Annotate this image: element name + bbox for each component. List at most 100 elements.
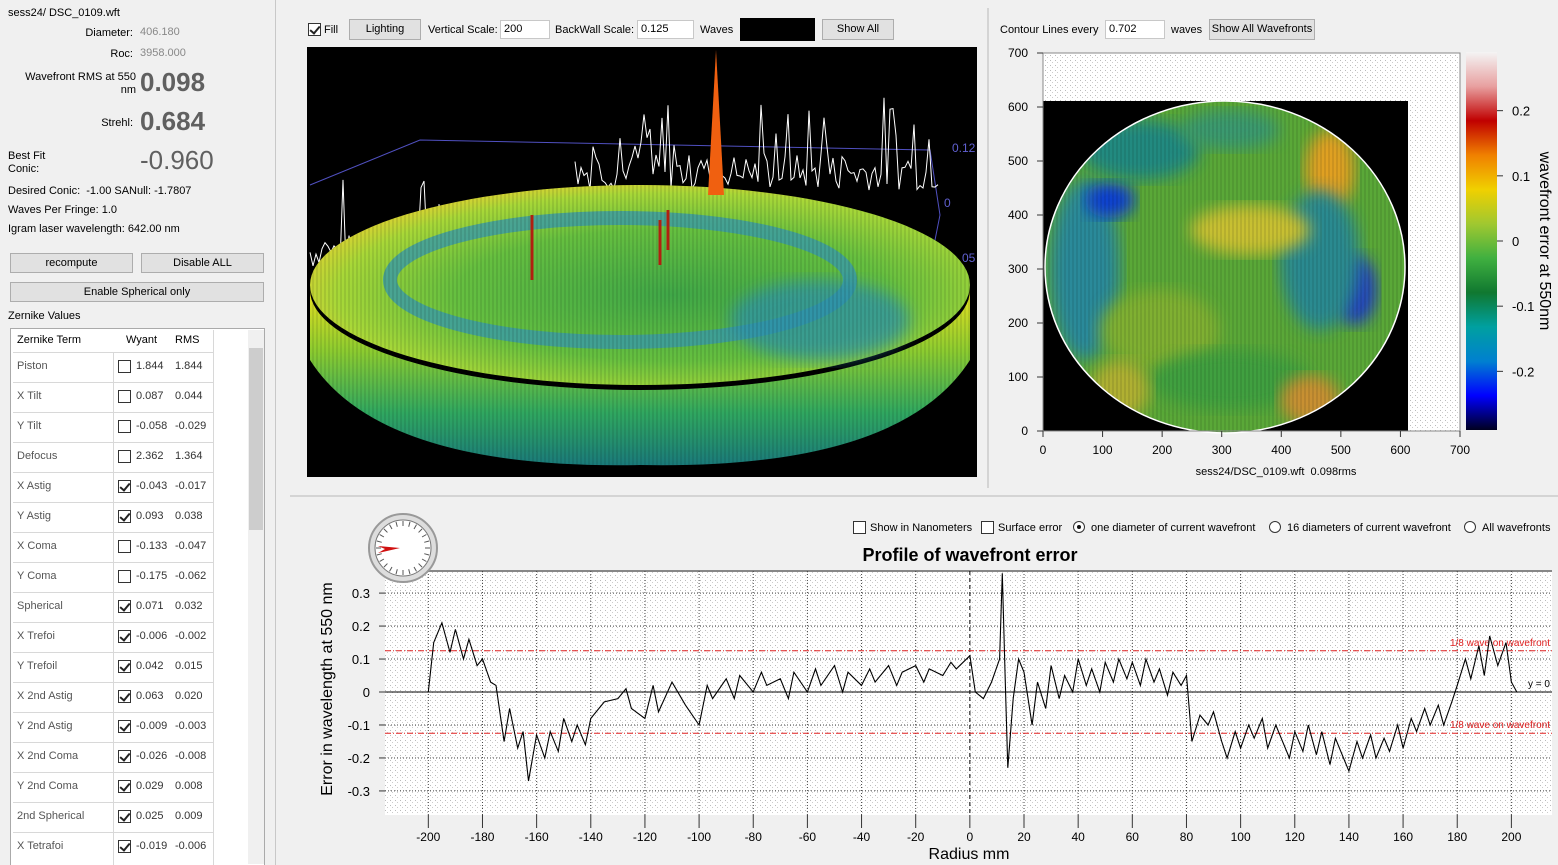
- x-tick-label: -60: [799, 830, 817, 844]
- x-tick-label: -140: [579, 830, 603, 844]
- wyant-cell: -0.133: [136, 540, 168, 552]
- panel-border: [275, 0, 276, 865]
- wyant-cell: 1.844: [136, 360, 164, 372]
- checkbox[interactable]: [118, 780, 131, 793]
- table-header: Wyant: [126, 334, 158, 346]
- backwall-trace: [574, 97, 939, 191]
- checkbox[interactable]: [118, 810, 131, 823]
- y-tick-label: -0.2: [348, 751, 370, 766]
- checkbox[interactable]: [118, 720, 131, 733]
- term-cell: Piston: [17, 360, 48, 372]
- label: Igram laser wavelength: 642.00 nm: [8, 223, 180, 235]
- y-tick-label: -0.3: [348, 784, 370, 799]
- x-tick-label: 100: [1093, 443, 1113, 457]
- y-tick-label: 0: [1021, 424, 1028, 438]
- reference-label: 1/8 wave on wavefront: [1450, 638, 1550, 649]
- compass-tick: [395, 521, 398, 527]
- x-tick-label: 120: [1285, 830, 1305, 844]
- wyant-cell: -0.006: [136, 630, 168, 642]
- axis-label: 0.12: [952, 141, 976, 155]
- color-swatch[interactable]: [740, 18, 815, 41]
- checkbox[interactable]: [981, 521, 994, 534]
- checkbox[interactable]: [118, 570, 131, 583]
- checkbox[interactable]: [118, 450, 131, 463]
- checkbox[interactable]: [118, 360, 131, 373]
- label: Vertical Scale:: [428, 24, 498, 36]
- button[interactable]: Disable ALL: [141, 253, 264, 273]
- label: waves: [1171, 24, 1203, 36]
- spinbox[interactable]: 200: [500, 20, 550, 39]
- checkbox[interactable]: [118, 540, 131, 553]
- spinbox[interactable]: 0.702: [1105, 20, 1165, 39]
- x-tick-label: -120: [633, 830, 657, 844]
- checkbox[interactable]: [118, 630, 131, 643]
- x-tick-label: 0: [1040, 443, 1047, 457]
- label: Desired Conic: -1.00 SANull: -1.7807: [8, 185, 192, 197]
- rms-cell: 0.008: [175, 780, 203, 792]
- checkbox[interactable]: [118, 420, 131, 433]
- splitter: [290, 495, 1558, 497]
- wyant-cell: 0.029: [136, 780, 164, 792]
- checkbox[interactable]: [118, 660, 131, 673]
- scroll-thumb[interactable]: [249, 348, 263, 530]
- x-tick-label: 400: [1271, 443, 1291, 457]
- checkbox[interactable]: [118, 390, 131, 403]
- wyant-cell: -0.009: [136, 720, 168, 732]
- label: BackWall Scale:: [555, 24, 635, 36]
- button[interactable]: Show All Wavefronts: [1209, 19, 1315, 40]
- x-tick-label: -180: [470, 830, 494, 844]
- rms-cell: -0.008: [175, 750, 207, 762]
- term-cell: Spherical: [17, 600, 63, 612]
- x-tick-label: 500: [1331, 443, 1351, 457]
- checkbox[interactable]: [118, 750, 131, 763]
- rms-cell: 0.009: [175, 810, 203, 822]
- x-tick-label: -100: [687, 830, 711, 844]
- checkbox[interactable]: [308, 23, 321, 36]
- x-tick-label: 20: [1017, 830, 1031, 844]
- rms-cell: -0.029: [175, 420, 207, 432]
- spinbox[interactable]: 0.125: [637, 20, 694, 39]
- radio-button[interactable]: [1464, 521, 1476, 533]
- rms-cell: 0.038: [175, 510, 203, 522]
- button[interactable]: Show All: [822, 19, 894, 40]
- x-tick-label: -160: [525, 830, 549, 844]
- field: 3958.000: [140, 47, 186, 59]
- plot-bg: [385, 571, 1552, 815]
- x-tick-label: 60: [1126, 830, 1140, 844]
- button[interactable]: recompute: [10, 253, 133, 273]
- colorbar-tick-label: 0.1: [1512, 169, 1530, 184]
- checkbox[interactable]: [118, 840, 131, 853]
- chart-title: Profile of wavefront error: [862, 545, 1077, 565]
- rms-cell: -0.017: [175, 480, 207, 492]
- table-header: Zernike Term: [17, 334, 81, 346]
- checkbox[interactable]: [118, 600, 131, 613]
- x-tick-label: 40: [1071, 830, 1085, 844]
- compass-tick: [379, 534, 385, 538]
- label: one diameter of current wavefront: [1091, 522, 1256, 534]
- term-cell: X Tetrafoi: [17, 840, 64, 852]
- label: Strehl:: [101, 117, 133, 129]
- axis-label: Radius mm: [929, 846, 1010, 863]
- col-line: [113, 352, 114, 865]
- y-tick-label: 0.3: [352, 586, 370, 601]
- compass-tick: [389, 566, 393, 572]
- label: Show in Nanometers: [870, 522, 973, 534]
- label: Surface error: [998, 522, 1063, 534]
- checkbox[interactable]: [118, 510, 131, 523]
- checkbox[interactable]: [118, 480, 131, 493]
- term-cell: X Trefoi: [17, 630, 55, 642]
- button[interactable]: Lighting: [349, 19, 421, 40]
- radio-button[interactable]: [1269, 521, 1281, 533]
- checkbox[interactable]: [118, 690, 131, 703]
- label: Fill: [324, 24, 339, 36]
- compass-tick: [383, 563, 388, 568]
- rms-cell: -0.062: [175, 570, 207, 582]
- radio-button[interactable]: [1073, 521, 1085, 533]
- x-tick-label: -80: [745, 830, 763, 844]
- compass-tick: [413, 566, 417, 572]
- term-cell: Y Coma: [17, 570, 57, 582]
- label: Contour Lines every: [1000, 24, 1099, 36]
- label: Roc:: [110, 48, 133, 60]
- checkbox[interactable]: [853, 521, 866, 534]
- button[interactable]: Enable Spherical only: [10, 282, 264, 302]
